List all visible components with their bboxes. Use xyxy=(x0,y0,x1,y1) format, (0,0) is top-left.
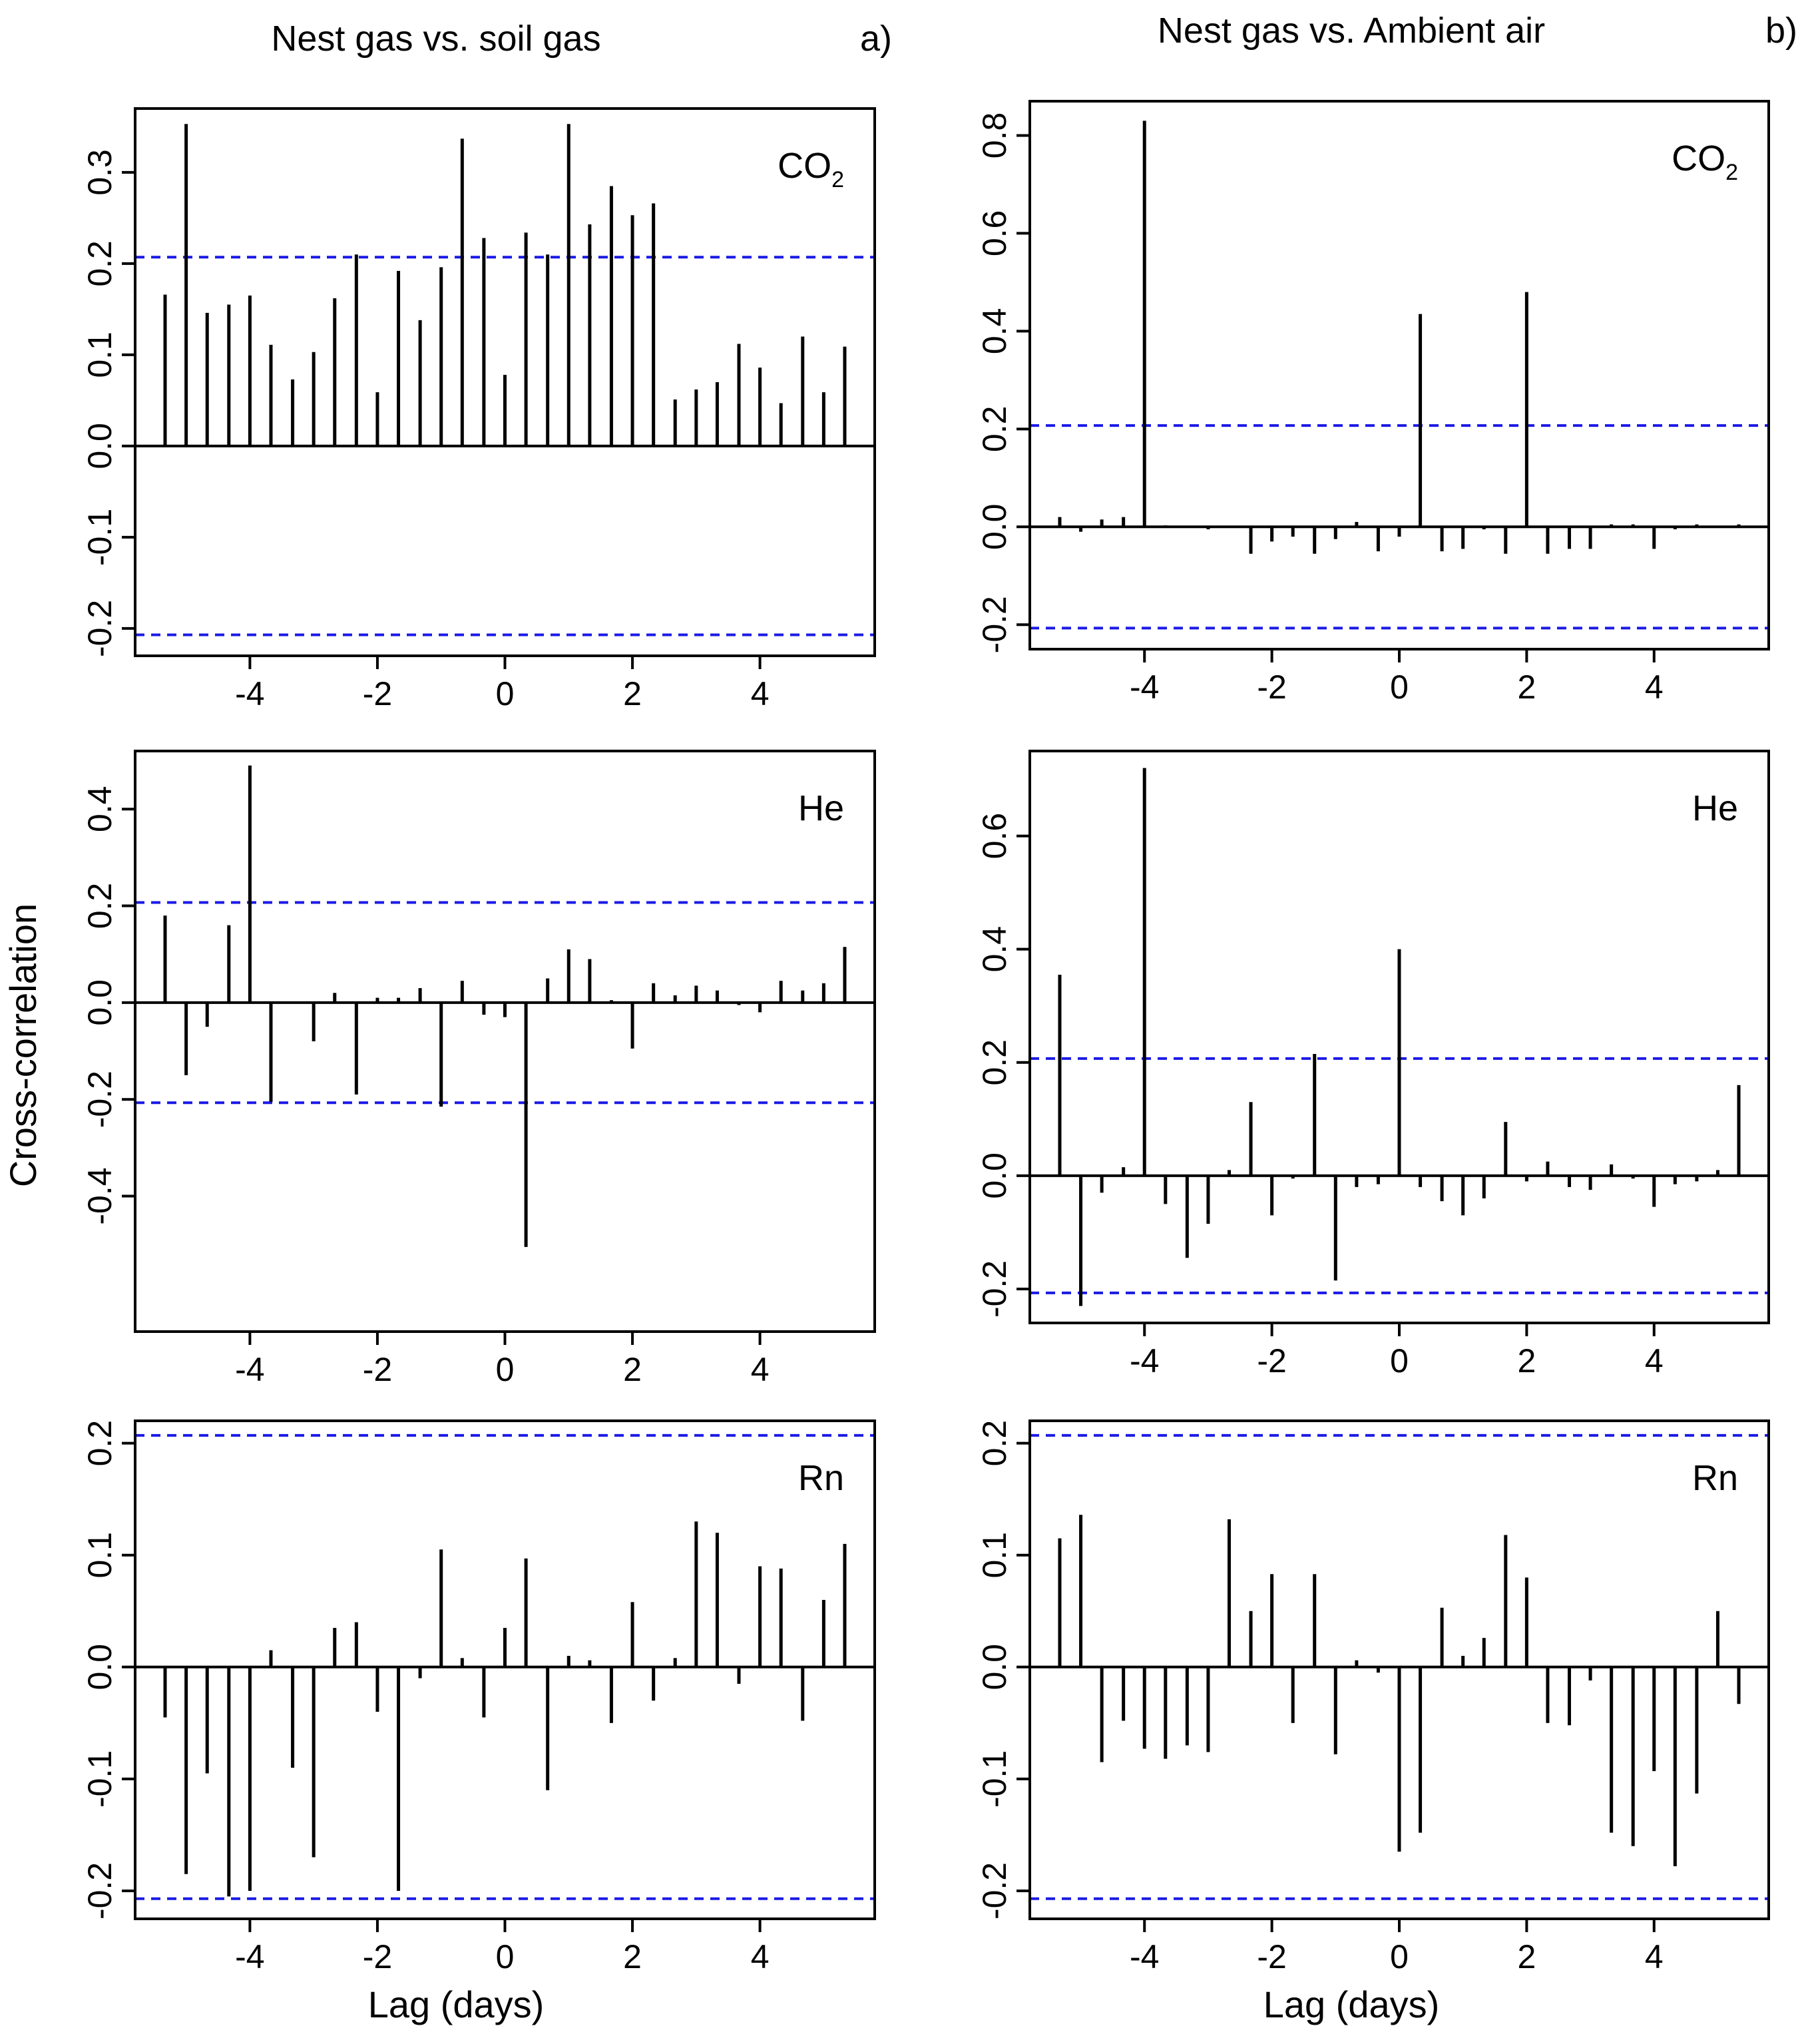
series-label: He xyxy=(798,788,844,828)
y-tick-label: 0.3 xyxy=(81,149,118,196)
x-tick-label: -4 xyxy=(235,675,264,712)
x-tick-label: 2 xyxy=(623,1938,642,1975)
panel-ambient-rn: -4 -2 0 2 4 -0.2 -0.1 0.0 0.1 0.2 Rn xyxy=(976,1419,1770,1975)
y-tick-label: -0.2 xyxy=(81,1071,118,1128)
y-tick-label: 0.4 xyxy=(976,926,1013,973)
series-label: He xyxy=(1692,788,1738,828)
panel-soil-rn: -4 -2 0 2 4 -0.2 -0.1 0.0 0.1 0.2 Rn xyxy=(81,1419,876,1975)
x-tick-label: 4 xyxy=(1645,668,1664,706)
y-tick-label: -0.2 xyxy=(81,600,118,657)
y-tick-label: -0.1 xyxy=(81,1750,118,1808)
plot-frame xyxy=(134,750,876,1333)
series-label: Rn xyxy=(798,1458,844,1498)
y-tick-label: 0.4 xyxy=(976,308,1013,355)
y-tick-label: 0.2 xyxy=(81,883,118,929)
y-tick-label: 0.0 xyxy=(81,979,118,1026)
y-tick-label: 0.2 xyxy=(976,1039,1013,1086)
x-tick-label: 0 xyxy=(1390,1342,1409,1380)
x-tick-label: 4 xyxy=(751,1938,770,1975)
y-tick-label: 0.4 xyxy=(81,786,118,832)
x-axis-title-left: Lag (days) xyxy=(368,1983,545,2025)
x-tick-label: -2 xyxy=(363,1351,392,1388)
y-tick-label: 0.1 xyxy=(81,332,118,378)
y-tick-label: -0.2 xyxy=(81,1862,118,1919)
y-tick-label: 0.6 xyxy=(976,813,1013,860)
x-tick-label: 0 xyxy=(1390,668,1409,706)
x-tick-label: -2 xyxy=(1257,668,1286,706)
x-tick-label: -2 xyxy=(363,1938,392,1975)
panel-ambient-he: -4 -2 0 2 4 -0.2 0.0 0.2 0.4 0.6 He xyxy=(976,750,1770,1380)
y-tick-label: -0.2 xyxy=(976,596,1013,653)
y-tick-label: 0.1 xyxy=(81,1532,118,1579)
y-tick-label: 0.0 xyxy=(976,1644,1013,1690)
y-axis-title: Cross-correlation xyxy=(2,903,44,1187)
x-tick-label: 4 xyxy=(1645,1938,1664,1975)
panel-soil-co2: -4 -2 0 2 4 -0.2 -0.1 0.0 0.1 0.2 0.3 CO2 xyxy=(81,107,876,712)
y-tick-label: 0.0 xyxy=(976,504,1013,551)
y-tick-label: 0.2 xyxy=(81,240,118,287)
column-title-ambient: Nest gas vs. Ambient air xyxy=(1158,11,1545,51)
y-tick-label: 0.0 xyxy=(81,1644,118,1690)
x-tick-label: -4 xyxy=(1130,1342,1159,1380)
y-tick-label: 0.2 xyxy=(976,1420,1013,1467)
y-tick-label: -0.2 xyxy=(976,1260,1013,1318)
x-tick-label: -4 xyxy=(1130,1938,1159,1975)
x-tick-label: -4 xyxy=(235,1351,264,1388)
series-label: CO2 xyxy=(778,146,844,192)
y-tick-label: 0.2 xyxy=(976,406,1013,453)
series-label: CO2 xyxy=(1672,138,1738,185)
panel-soil-he: -4 -2 0 2 4 -0.4 -0.2 0.0 0.2 0.4 He xyxy=(81,750,876,1388)
series-label: Rn xyxy=(1692,1458,1738,1498)
y-tick-label: 0.2 xyxy=(81,1420,118,1467)
x-tick-label: 4 xyxy=(1645,1342,1664,1380)
panel-ambient-co2: -4 -2 0 2 4 -0.2 0.0 0.2 0.4 0.6 0.8 CO2 xyxy=(976,100,1770,706)
panel-tag-b: b) xyxy=(1765,11,1797,51)
series-label-subscript: 2 xyxy=(831,167,844,192)
x-tick-label: 2 xyxy=(1517,1938,1536,1975)
x-tick-label: -2 xyxy=(1257,1342,1286,1380)
y-tick-label: 0.0 xyxy=(976,1152,1013,1199)
y-tick-label: -0.1 xyxy=(976,1750,1013,1808)
y-tick-label: 0.1 xyxy=(976,1532,1013,1579)
x-tick-label: 0 xyxy=(496,1351,515,1388)
x-tick-label: -4 xyxy=(1130,668,1159,706)
x-tick-label: -4 xyxy=(235,1938,264,1975)
y-tick-label: -0.1 xyxy=(81,509,118,566)
x-tick-label: 4 xyxy=(751,1351,770,1388)
series-label-subscript: 2 xyxy=(1725,160,1738,185)
x-tick-label: -2 xyxy=(363,675,392,712)
y-tick-label: -0.4 xyxy=(81,1167,118,1224)
x-tick-label: 0 xyxy=(496,1938,515,1975)
panel-tag-a: a) xyxy=(860,19,892,59)
plot-frame xyxy=(134,1419,876,1920)
plot-frame xyxy=(1028,100,1770,650)
x-tick-label: 2 xyxy=(1517,1342,1536,1380)
x-tick-label: 0 xyxy=(1390,1938,1409,1975)
x-tick-label: 2 xyxy=(623,675,642,712)
panels-group: -4 -2 0 2 4 -0.2 -0.1 0.0 0.1 0.2 0.3 CO2 -4 -2 0 2 4 -0.… xyxy=(81,100,1770,1975)
x-tick-label: 2 xyxy=(1517,668,1536,706)
y-tick-label: 0.8 xyxy=(976,113,1013,159)
y-tick-label: 0.0 xyxy=(81,423,118,469)
y-tick-label: -0.2 xyxy=(976,1862,1013,1919)
y-tick-label: 0.6 xyxy=(976,210,1013,257)
x-tick-label: -2 xyxy=(1257,1938,1286,1975)
x-tick-label: 2 xyxy=(623,1351,642,1388)
x-tick-label: 0 xyxy=(496,675,515,712)
x-tick-label: 4 xyxy=(751,675,770,712)
x-axis-title-right: Lag (days) xyxy=(1263,1983,1440,2025)
column-title-soil: Nest gas vs. soil gas xyxy=(271,19,600,59)
